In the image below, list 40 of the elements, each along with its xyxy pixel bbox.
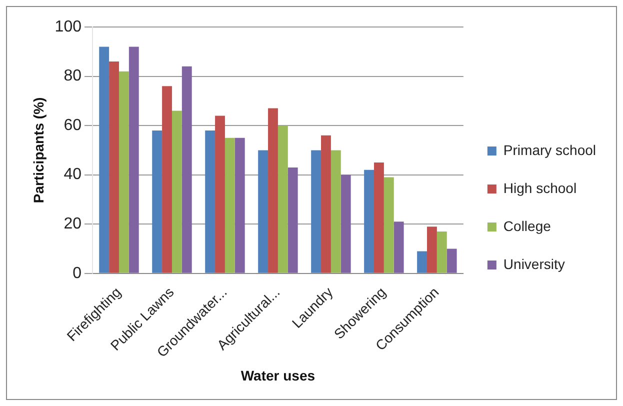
bar <box>417 251 427 273</box>
y-tick-label: 20 <box>64 216 82 233</box>
y-tick-label: 60 <box>64 116 82 134</box>
bar <box>394 222 404 273</box>
bar <box>374 162 384 273</box>
x-axis-title: Water uses <box>240 367 316 384</box>
bar <box>330 150 341 273</box>
y-tick-label: 0 <box>72 264 82 282</box>
bar <box>340 174 351 273</box>
bar <box>446 248 457 273</box>
legend-label: High school <box>503 180 577 196</box>
bar <box>234 138 245 273</box>
bar <box>426 226 437 273</box>
legend-label: University <box>503 256 565 272</box>
bar <box>364 170 374 273</box>
y-axis-title: Participants (%) <box>30 97 46 204</box>
bar <box>118 71 129 273</box>
bar <box>268 108 278 273</box>
bar <box>278 126 288 273</box>
bar <box>152 130 162 273</box>
legend-label: College <box>503 218 552 234</box>
y-tick-label: 40 <box>64 166 82 184</box>
bar <box>109 61 119 273</box>
bar <box>436 232 447 273</box>
bar <box>258 150 268 273</box>
bar <box>311 150 322 273</box>
bar <box>224 138 235 273</box>
bar <box>99 46 110 273</box>
bar <box>288 167 298 273</box>
bar <box>205 130 216 273</box>
legend-label: Primary school <box>503 142 596 158</box>
bar <box>182 66 192 273</box>
y-tick-label: 80 <box>64 68 82 85</box>
bar <box>215 116 225 273</box>
bar <box>128 46 139 273</box>
bar <box>162 86 172 273</box>
bar <box>384 177 394 273</box>
bar <box>172 110 182 273</box>
y-tick-label: 100 <box>54 18 82 36</box>
bar <box>321 135 331 273</box>
